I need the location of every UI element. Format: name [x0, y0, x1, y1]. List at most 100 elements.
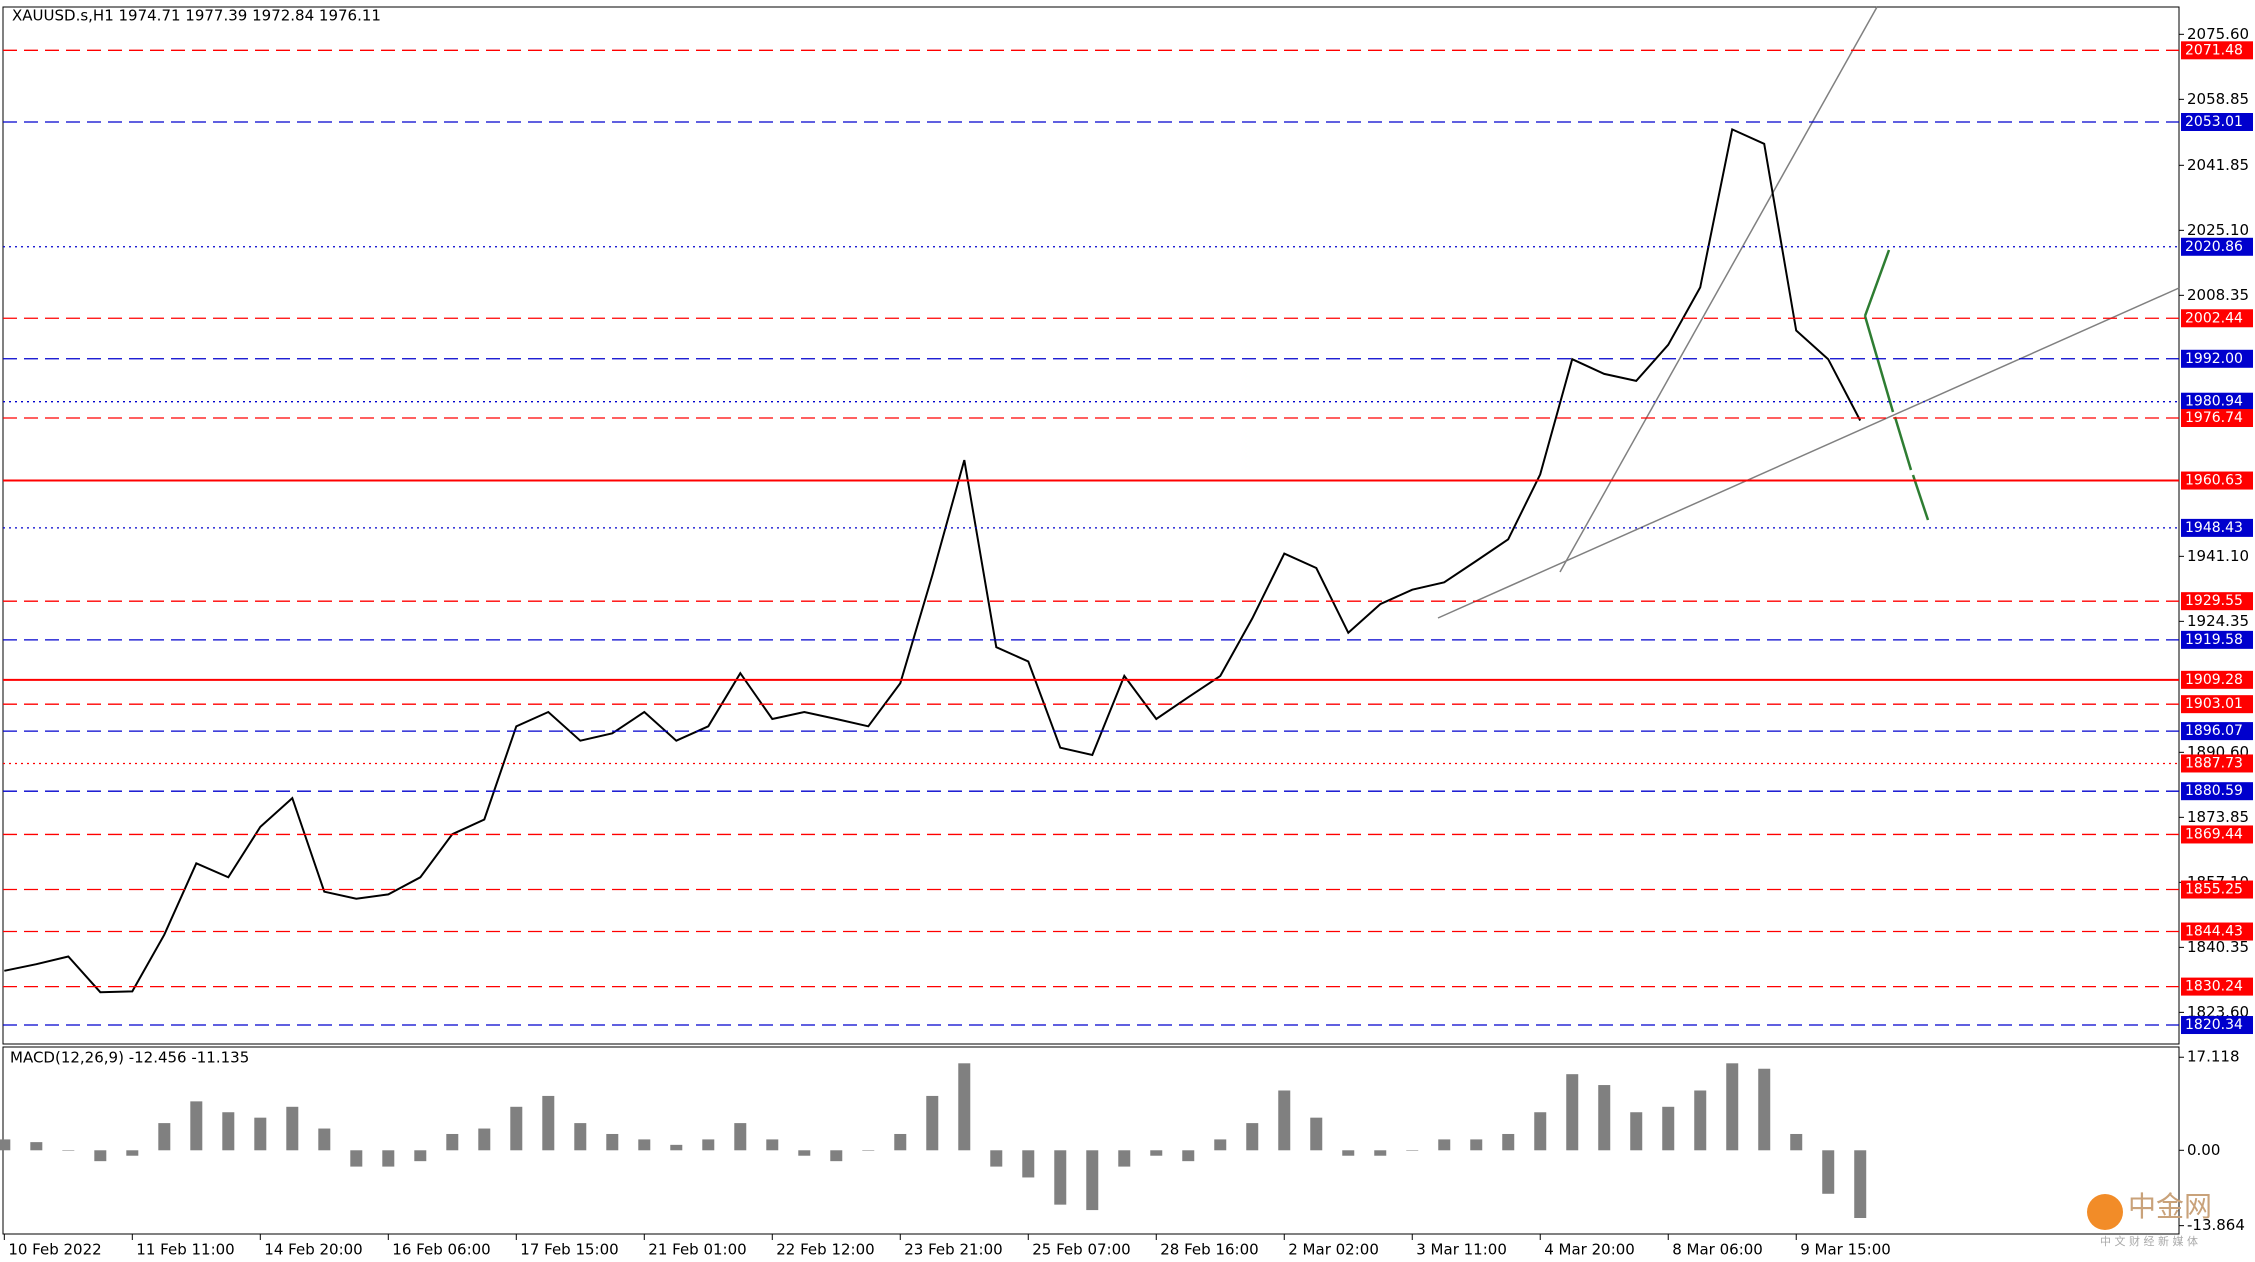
macd-title: MACD(12,26,9) -12.456 -11.135: [10, 1049, 249, 1067]
watermark-logo: [2087, 1194, 2123, 1230]
level-label-box: [2181, 825, 2253, 844]
level-label: 1992.00: [2185, 351, 2243, 367]
level-label-box: [2181, 41, 2253, 60]
macd-bar: [222, 1112, 235, 1151]
x-tick-label: 11 Feb 11:00: [136, 1241, 234, 1259]
macd-bar: [1726, 1063, 1739, 1151]
main-panel: [2, 6, 2180, 1045]
macd-bar: [926, 1095, 939, 1151]
chart-title: XAUUSD.s,H1 1974.71 1977.39 1972.84 1976…: [12, 7, 381, 25]
watermark-tagline: 中 文 财 经 新 媒 体: [2100, 1234, 2198, 1248]
x-tick-label: 4 Mar 20:00: [1544, 1241, 1635, 1259]
x-tick-label: 2 Mar 02:00: [1288, 1241, 1379, 1259]
y-tick-label: 2058.85: [2187, 90, 2249, 108]
macd-bar: [1278, 1090, 1291, 1151]
level-label: 1903.01: [2185, 696, 2243, 712]
macd-bar: [414, 1150, 427, 1162]
level-label: 2002.44: [2185, 310, 2243, 326]
macd-bar: [478, 1128, 491, 1151]
macd-bar: [638, 1139, 651, 1151]
x-tick-label: 25 Feb 07:00: [1032, 1241, 1130, 1259]
x-tick-label: 14 Feb 20:00: [264, 1241, 362, 1259]
x-tick-label: 17 Feb 15:00: [520, 1241, 618, 1259]
level-label: 2071.48: [2185, 42, 2243, 58]
macd-bar: [1182, 1150, 1195, 1162]
price-line: [4, 127, 1862, 994]
macd-bar: [446, 1133, 459, 1151]
level-label: 1896.07: [2185, 723, 2243, 739]
macd-bar: [606, 1133, 619, 1151]
level-label: 1855.25: [2185, 882, 2243, 898]
y-tick-label: 2041.85: [2187, 156, 2249, 174]
macd-bar: [574, 1123, 587, 1151]
arrow-up: [1863, 249, 1891, 317]
level-label-box: [2181, 782, 2253, 801]
y-tick-label: 2008.35: [2187, 286, 2249, 304]
macd-bar: [1598, 1085, 1611, 1151]
macd-bar: [1630, 1112, 1643, 1151]
level-label: 1960.63: [2185, 473, 2243, 489]
level-label: 1880.59: [2185, 783, 2243, 799]
macd-bar: [126, 1150, 139, 1156]
macd-bar: [510, 1106, 523, 1151]
watermark: 中金网: [2128, 1190, 2212, 1223]
macd-bar: [670, 1144, 683, 1151]
macd-bar: [1470, 1139, 1483, 1151]
level-label-box: [2181, 518, 2253, 537]
level-label-box: [2181, 112, 2253, 131]
macd-bar: [286, 1106, 299, 1151]
level-label: 1919.58: [2185, 632, 2243, 648]
level-label-box: [2181, 670, 2253, 689]
level-label-box: [2181, 630, 2253, 649]
level-label: 1844.43: [2185, 924, 2243, 940]
level-label-box: [2181, 722, 2253, 741]
level-label-box: [2181, 349, 2253, 368]
y-tick-label: -13.864: [2187, 1216, 2245, 1234]
x-tick-label: 3 Mar 11:00: [1416, 1241, 1507, 1259]
level-label-box: [2181, 922, 2253, 941]
x-tick-label: 10 Feb 2022: [8, 1241, 101, 1259]
x-tick-label: 9 Mar 15:00: [1800, 1241, 1891, 1259]
level-label: 1830.24: [2185, 979, 2243, 995]
macd-bar: [158, 1123, 171, 1151]
level-label: 2020.86: [2185, 239, 2243, 255]
level-label: 1887.73: [2185, 755, 2243, 771]
macd-bar: [1150, 1150, 1163, 1156]
macd-bar: [766, 1139, 779, 1151]
level-label-box: [2181, 237, 2253, 256]
y-tick-label: 17.118: [2187, 1048, 2240, 1066]
level-label-box: [2181, 754, 2253, 773]
level-label: 1820.34: [2185, 1017, 2243, 1033]
level-label: 1909.28: [2185, 672, 2243, 688]
macd-bar: [830, 1150, 843, 1162]
macd-bar: [30, 1142, 43, 1151]
y-tick-label: 2075.60: [2187, 25, 2249, 43]
macd-bar: [1406, 1150, 1419, 1151]
macd-bar: [990, 1150, 1003, 1167]
macd-bar: [1246, 1123, 1259, 1151]
macd-bar: [1438, 1139, 1451, 1151]
y-tick-label: 0.00: [2187, 1141, 2220, 1159]
macd-bar: [62, 1150, 75, 1151]
macd-bar: [1822, 1150, 1835, 1194]
macd-bar: [862, 1150, 875, 1151]
macd-bar: [1086, 1150, 1099, 1211]
level-label-box: [2181, 309, 2253, 328]
level-label: 1980.94: [2185, 394, 2243, 410]
level-label-box: [2181, 1016, 2253, 1035]
macd-bar: [1374, 1150, 1387, 1156]
trend-line: [1559, 6, 1878, 573]
x-tick-label: 16 Feb 06:00: [392, 1241, 490, 1259]
macd-bar: [0, 1139, 11, 1151]
level-label-box: [2181, 880, 2253, 899]
macd-bar: [1694, 1090, 1707, 1151]
arrow-down: [1911, 474, 1930, 521]
macd-bar: [94, 1150, 107, 1162]
macd-bar: [1310, 1117, 1323, 1151]
y-tick-label: 1840.35: [2187, 938, 2249, 956]
level-label-box: [2181, 695, 2253, 714]
macd-bar: [1758, 1068, 1771, 1151]
macd-bar: [1662, 1106, 1675, 1151]
macd-bar: [1054, 1150, 1067, 1205]
